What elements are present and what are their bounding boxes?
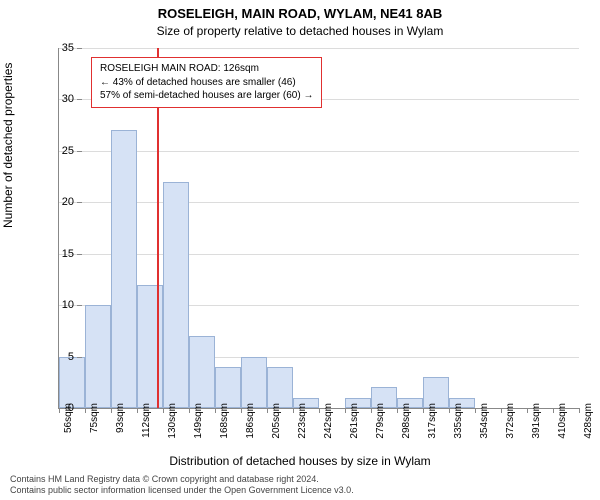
x-tick-mark <box>215 408 216 413</box>
x-tick-label: 168sqm <box>219 403 230 439</box>
x-tick-mark <box>423 408 424 413</box>
x-tick-label: 130sqm <box>167 403 178 439</box>
histogram-bar <box>111 130 137 408</box>
x-tick-mark <box>345 408 346 413</box>
histogram-bar <box>241 357 267 408</box>
x-tick-label: 112sqm <box>141 403 152 438</box>
x-tick-mark <box>189 408 190 413</box>
y-tick: 5 <box>54 351 74 363</box>
y-tick: 20 <box>54 196 74 208</box>
histogram-bar <box>267 367 293 408</box>
x-tick-mark <box>475 408 476 413</box>
x-tick-mark <box>397 408 398 413</box>
footer-text: Contains HM Land Registry data © Crown c… <box>10 474 354 496</box>
x-tick-label: 428sqm <box>583 403 594 439</box>
x-tick-mark <box>579 408 580 413</box>
x-tick-label: 279sqm <box>375 403 386 439</box>
x-tick-mark <box>527 408 528 413</box>
x-tick-mark <box>163 408 164 413</box>
y-tick: 30 <box>54 93 74 105</box>
gridline <box>59 254 579 255</box>
x-tick-label: 205sqm <box>271 403 282 439</box>
x-tick-mark <box>319 408 320 413</box>
x-tick-label: 298sqm <box>401 403 412 439</box>
x-tick-mark <box>241 408 242 413</box>
x-tick-label: 186sqm <box>245 403 256 439</box>
x-tick-mark <box>449 408 450 413</box>
chart-container: ROSELEIGH, MAIN ROAD, WYLAM, NE41 8AB Si… <box>0 0 600 500</box>
annotation-box: ROSELEIGH MAIN ROAD: 126sqm ← 43% of det… <box>91 57 322 108</box>
x-tick-mark <box>371 408 372 413</box>
annotation-line: 57% of semi-detached houses are larger (… <box>100 89 313 103</box>
x-tick-label: 242sqm <box>323 403 334 439</box>
histogram-bar <box>215 367 241 408</box>
x-tick-mark <box>267 408 268 413</box>
x-tick-label: 354sqm <box>479 403 490 439</box>
footer-line: Contains public sector information licen… <box>10 485 354 496</box>
y-axis-label: Number of detached properties <box>1 63 15 228</box>
plot-area: 56sqm75sqm93sqm112sqm130sqm149sqm168sqm1… <box>58 48 579 409</box>
footer-line: Contains HM Land Registry data © Crown c… <box>10 474 354 485</box>
x-tick-mark <box>137 408 138 413</box>
chart-title-main: ROSELEIGH, MAIN ROAD, WYLAM, NE41 8AB <box>0 6 600 21</box>
x-tick-mark <box>553 408 554 413</box>
x-tick-label: 93sqm <box>115 403 126 433</box>
x-tick-label: 391sqm <box>531 403 542 439</box>
x-tick-mark <box>85 408 86 413</box>
x-tick-label: 149sqm <box>193 403 204 439</box>
x-tick-mark <box>501 408 502 413</box>
x-tick-label: 75sqm <box>89 403 100 433</box>
chart-title-sub: Size of property relative to detached ho… <box>0 24 600 38</box>
y-tick: 0 <box>54 402 74 414</box>
gridline <box>59 151 579 152</box>
histogram-bar <box>59 357 85 408</box>
x-tick-mark <box>111 408 112 413</box>
annotation-line: ROSELEIGH MAIN ROAD: 126sqm <box>100 62 313 76</box>
gridline <box>59 202 579 203</box>
histogram-bar <box>137 285 163 408</box>
histogram-bar <box>85 305 111 408</box>
x-tick-label: 261sqm <box>349 403 360 439</box>
y-tick: 25 <box>54 145 74 157</box>
histogram-bar <box>189 336 215 408</box>
x-tick-label: 223sqm <box>297 403 308 439</box>
annotation-line: ← 43% of detached houses are smaller (46… <box>100 76 313 90</box>
x-axis-label: Distribution of detached houses by size … <box>0 454 600 468</box>
gridline <box>59 48 579 49</box>
y-tick: 15 <box>54 248 74 260</box>
x-tick-label: 317sqm <box>427 403 438 439</box>
y-tick: 10 <box>54 299 74 311</box>
y-tick: 35 <box>54 42 74 54</box>
x-tick-mark <box>293 408 294 413</box>
x-tick-label: 335sqm <box>453 403 464 439</box>
x-tick-label: 410sqm <box>557 403 568 439</box>
x-tick-label: 372sqm <box>505 403 516 439</box>
histogram-bar <box>163 182 189 408</box>
